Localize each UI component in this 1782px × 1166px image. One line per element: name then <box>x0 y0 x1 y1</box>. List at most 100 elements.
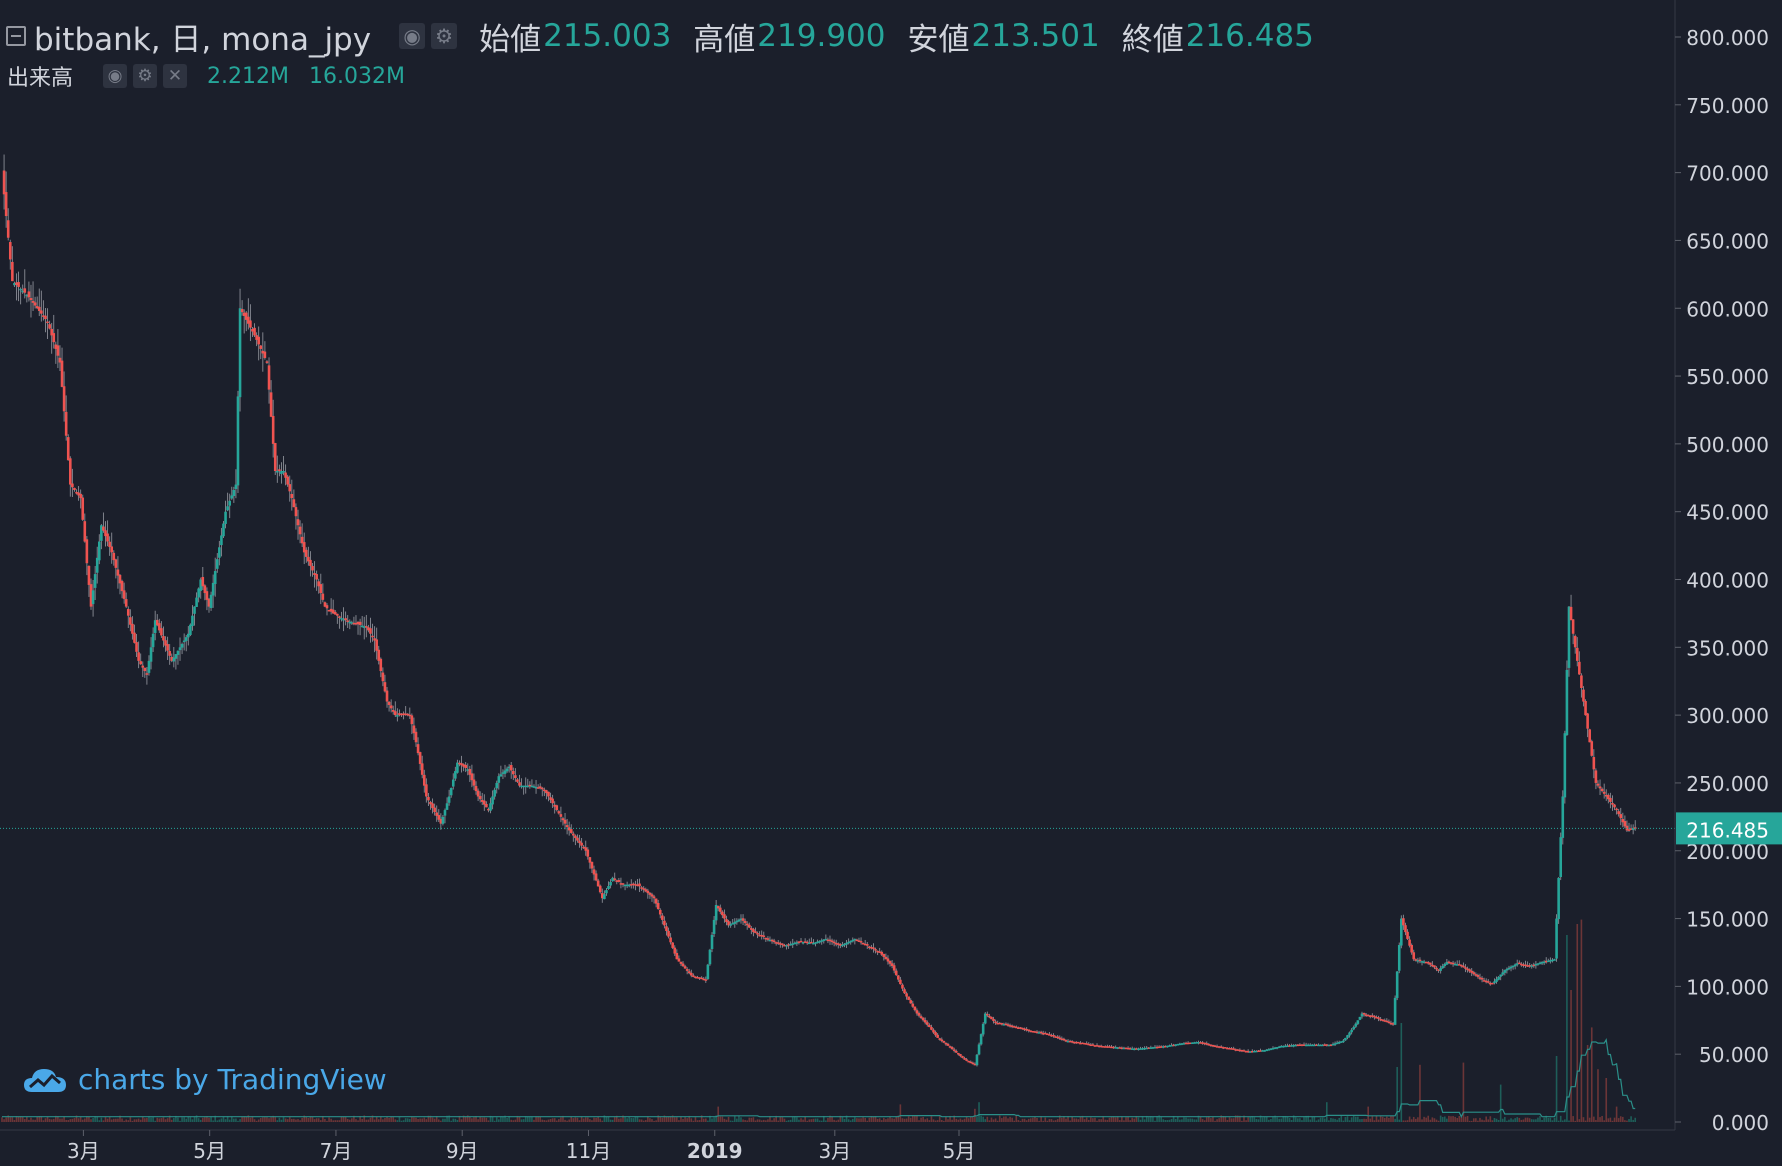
candle <box>764 937 768 940</box>
candle <box>671 942 674 948</box>
candle <box>317 581 321 587</box>
volume-bar <box>1530 1119 1533 1122</box>
candle <box>83 521 87 542</box>
candle <box>449 788 453 796</box>
candle <box>207 598 211 607</box>
candle <box>122 590 126 599</box>
volume-bar <box>692 1120 695 1122</box>
volume-bar <box>938 1116 941 1122</box>
volume-bar <box>651 1119 653 1122</box>
volume-bar <box>1326 1102 1328 1122</box>
volume-bar <box>773 1118 775 1122</box>
volume-bar <box>1156 1116 1158 1122</box>
volume-bar <box>1228 1117 1231 1122</box>
candle <box>758 934 761 937</box>
gear-icon[interactable]: ⚙ <box>133 64 158 88</box>
candle <box>1217 1046 1221 1048</box>
volume-bar <box>433 1118 436 1122</box>
candle <box>1292 1045 1295 1047</box>
volume-bar <box>535 1116 537 1122</box>
volume-bar <box>866 1120 869 1122</box>
volume-bar <box>247 1115 250 1122</box>
volume-bar <box>1429 1119 1432 1122</box>
volume-bar <box>775 1115 777 1122</box>
volume-bar <box>632 1118 635 1122</box>
volume-bar <box>682 1118 684 1122</box>
candle <box>1157 1046 1161 1049</box>
volume-title[interactable]: 出来高 <box>7 66 74 91</box>
eye-icon[interactable]: ◉ <box>103 64 128 88</box>
candle <box>1242 1050 1246 1052</box>
candle <box>890 963 894 967</box>
volume-bar <box>843 1118 846 1122</box>
candle <box>1602 791 1606 794</box>
candle <box>1391 1023 1395 1025</box>
volume-bar <box>1344 1117 1347 1122</box>
candle <box>658 909 662 915</box>
candle <box>106 533 109 542</box>
candle <box>15 282 18 285</box>
volume-bar <box>1247 1117 1249 1122</box>
candle <box>42 315 45 317</box>
volume-bar <box>102 1120 105 1122</box>
volume-bar <box>605 1116 608 1122</box>
volume-bar <box>1015 1115 1018 1122</box>
candle <box>234 484 238 490</box>
candle <box>878 951 881 953</box>
volume-bar <box>52 1118 55 1122</box>
candle <box>180 643 184 648</box>
candle <box>555 805 559 811</box>
candle <box>1168 1045 1171 1047</box>
volume-bar <box>469 1116 471 1122</box>
gear-icon[interactable]: ⚙ <box>431 23 458 49</box>
volume-bar <box>32 1119 34 1122</box>
volume-bar <box>1236 1115 1239 1122</box>
price-tick-label: 400.000 <box>1686 569 1769 593</box>
candle <box>944 1042 948 1045</box>
volume-bar <box>301 1117 303 1122</box>
volume-bar <box>264 1117 266 1122</box>
candle <box>114 559 118 568</box>
candle <box>1294 1044 1298 1047</box>
volume-bar <box>802 1119 804 1122</box>
volume-bar <box>311 1116 314 1122</box>
close-icon[interactable]: ✕ <box>163 64 188 88</box>
candle <box>538 786 542 789</box>
candle <box>193 606 196 614</box>
volume-bar <box>742 1119 744 1122</box>
candle <box>1244 1051 1248 1053</box>
eye-icon[interactable]: ◉ <box>399 23 426 49</box>
candle <box>385 690 389 702</box>
candle <box>1046 1033 1049 1036</box>
volume-bar <box>212 1120 214 1122</box>
collapse-icon[interactable] <box>6 26 26 46</box>
candle <box>2 170 6 195</box>
volume-bar <box>1328 1120 1330 1122</box>
volume-bar <box>860 1118 862 1122</box>
tradingview-watermark[interactable]: charts by TradingView <box>22 1063 387 1096</box>
candle <box>1282 1045 1285 1048</box>
volume-bar <box>1547 1117 1550 1122</box>
candle <box>1414 959 1418 961</box>
candle <box>147 660 151 673</box>
candle <box>514 775 517 779</box>
volume-bar <box>609 1119 612 1122</box>
volume-bar <box>266 1117 268 1122</box>
candle <box>1099 1045 1103 1048</box>
candle <box>1050 1034 1053 1037</box>
candle <box>1457 964 1461 966</box>
candle <box>342 619 345 621</box>
candle <box>1441 966 1445 969</box>
candle <box>495 782 499 789</box>
symbol-title[interactable]: bitbank, 日, mona_jpy <box>34 21 372 58</box>
candle <box>832 941 836 944</box>
candle <box>580 842 583 846</box>
volume-bar <box>309 1116 312 1122</box>
volume-bar <box>1201 1119 1204 1122</box>
candle <box>1455 964 1459 966</box>
candle <box>901 984 904 989</box>
candle <box>1207 1044 1211 1046</box>
candle <box>1373 1015 1376 1018</box>
candle <box>503 770 507 774</box>
